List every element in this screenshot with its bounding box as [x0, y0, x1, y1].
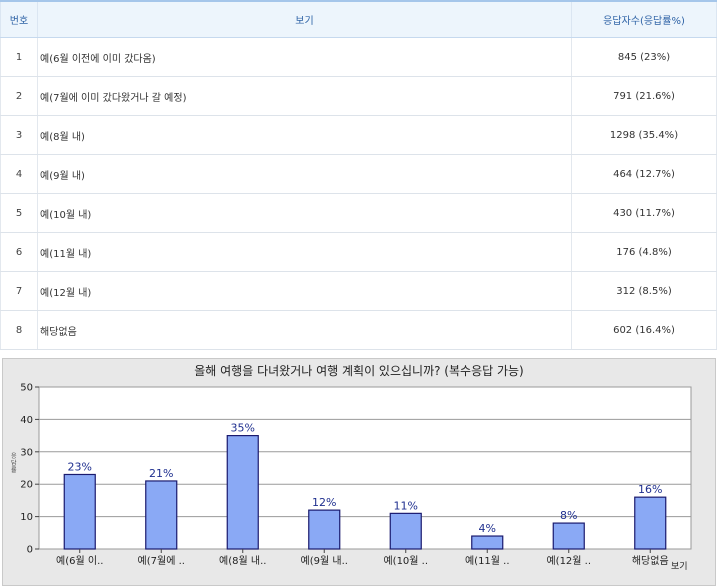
y-tick-label: 10: [20, 512, 33, 523]
table-row: 7 예(12월 내) 312 (8.5%): [0, 271, 717, 311]
row-number: 5: [0, 193, 38, 233]
x-tick-label: 예(11월 ..: [465, 555, 510, 567]
bar-data-label: 11%: [394, 499, 418, 512]
row-result: 464 (12.7%): [571, 154, 717, 194]
row-result: 176 (4.8%): [571, 232, 717, 272]
row-option: 예(11월 내): [37, 232, 572, 272]
plot-area: [38, 386, 692, 550]
bar-data-label: 12%: [312, 496, 336, 509]
bar: [471, 535, 504, 550]
x-tick-label: 예(9월 내..: [301, 555, 348, 567]
row-result: 845 (23%): [571, 37, 717, 77]
bar: [63, 473, 96, 550]
bar-data-label: 8%: [560, 509, 577, 522]
y-tick-label: 50: [20, 383, 33, 394]
row-option: 예(6월 이전에 이미 갔다옴): [37, 37, 572, 77]
bar-data-label: 16%: [638, 483, 662, 496]
row-number: 1: [0, 37, 38, 77]
x-tick-label: 예(7월에 ..: [138, 555, 185, 567]
table-header-row: 번호 보기 응답자수(응답률%): [0, 0, 717, 38]
x-tick-label: 예(12월 ..: [546, 555, 591, 567]
x-tick-label: 예(10월 ..: [383, 555, 428, 567]
chart-title: 올해 여행을 다녀왔거나 여행 계획이 있으십니까? (복수응답 가능): [194, 364, 524, 378]
bar-data-label: 35%: [231, 422, 255, 435]
row-result: 312 (8.5%): [571, 271, 717, 311]
row-result: 791 (21.6%): [571, 76, 717, 116]
y-tick-label: 20: [20, 480, 33, 491]
row-result: 1298 (35.4%): [571, 115, 717, 155]
row-option: 예(7월에 이미 갔다왔거나 갈 예정): [37, 76, 572, 116]
table-row: 1 예(6월 이전에 이미 갔다옴) 845 (23%): [0, 37, 717, 77]
bar: [552, 522, 585, 550]
y-tick-label: 0: [27, 545, 33, 556]
row-number: 2: [0, 76, 38, 116]
row-option: 예(12월 내): [37, 271, 572, 311]
row-number: 6: [0, 232, 38, 272]
x-tick-label: 예(6월 이..: [56, 555, 103, 567]
row-result: 430 (11.7%): [571, 193, 717, 233]
col-header-option: 보기: [37, 0, 572, 38]
bar: [145, 480, 178, 550]
row-number: 4: [0, 154, 38, 194]
row-number: 3: [0, 115, 38, 155]
bar: [389, 512, 422, 550]
row-result: 602 (16.4%): [571, 310, 717, 350]
bar-chart: 0 10 20 30 40 50 응 답 률 23% 예(6월 이.. 21% 예(7월에 .. 35% 예…: [11, 383, 692, 572]
x-tick-label: 해당없음: [632, 554, 669, 567]
table-row: 8 해당없음 602 (16.4%): [0, 310, 717, 350]
col-header-responses: 응답자수(응답률%): [571, 0, 717, 38]
row-option: 해당없음: [37, 310, 572, 350]
col-header-number: 번호: [0, 0, 38, 38]
bar: [308, 509, 341, 550]
row-option: 예(10월 내): [37, 193, 572, 233]
bar-data-label: 21%: [149, 467, 173, 480]
bar: [634, 496, 667, 550]
bar-data-label: 4%: [479, 522, 496, 535]
table-row: 2 예(7월에 이미 갔다왔거나 갈 예정) 791 (21.6%): [0, 76, 717, 116]
x-tick-label: 예(8월 내..: [219, 555, 266, 567]
x-axis-label: 보기: [671, 561, 688, 572]
y-tick-label: 40: [20, 415, 33, 426]
row-option: 예(9월 내): [37, 154, 572, 194]
bar-data-label: 23%: [68, 460, 92, 473]
results-table: 번호 보기 응답자수(응답률%) 1 예(6월 이전에 이미 갔다옴) 845 …: [0, 0, 717, 350]
bar: [226, 434, 259, 550]
table-row: 4 예(9월 내) 464 (12.7%): [0, 154, 717, 194]
bar-chart-panel: 올해 여행을 다녀왔거나 여행 계획이 있으십니까? (복수응답 가능) 0 10…: [2, 358, 716, 586]
table-row: 3 예(8월 내) 1298 (35.4%): [0, 115, 717, 155]
row-option: 예(8월 내): [37, 115, 572, 155]
row-number: 7: [0, 271, 38, 311]
y-tick-label: 30: [20, 447, 33, 458]
row-number: 8: [0, 310, 38, 350]
table-row: 5 예(10월 내) 430 (11.7%): [0, 193, 717, 233]
table-row: 6 예(11월 내) 176 (4.8%): [0, 232, 717, 272]
